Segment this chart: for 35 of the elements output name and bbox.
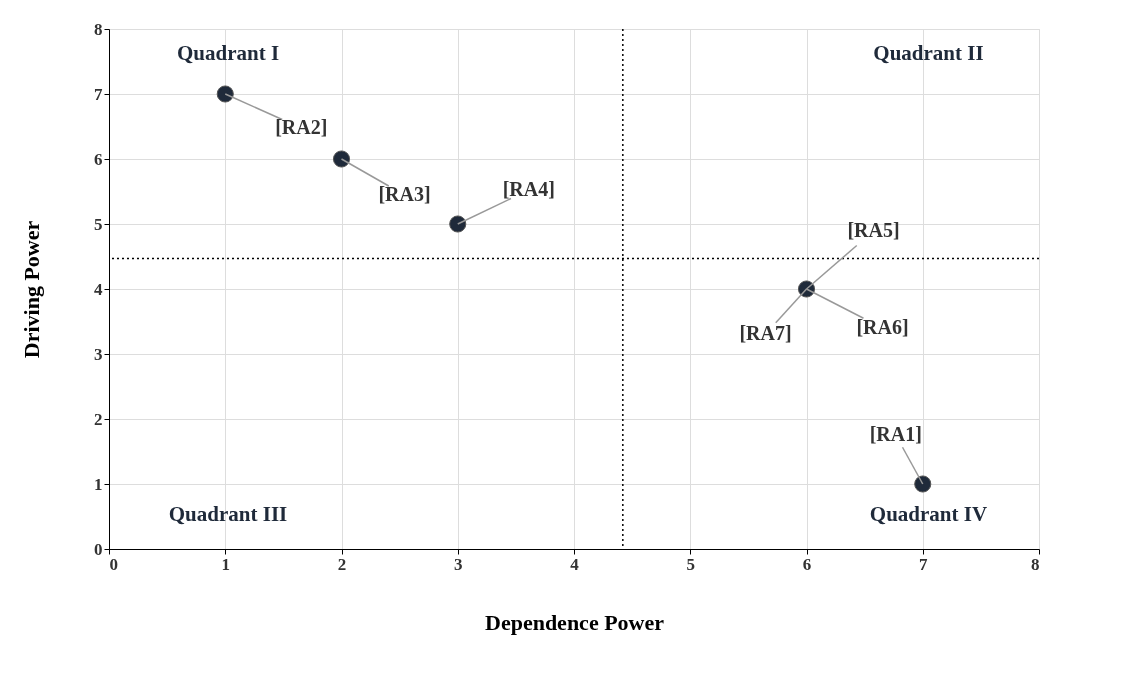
x-tick-label: 2 xyxy=(337,554,347,574)
annotation: [RA4] xyxy=(502,178,555,200)
y-tick-label: 0 xyxy=(94,539,103,559)
y-axis-title: Driving Power xyxy=(19,220,44,359)
annotation: Quadrant IV xyxy=(869,502,988,526)
annotation: [RA2] xyxy=(275,116,328,138)
y-tick-label: 8 xyxy=(94,19,103,39)
x-tick-label: 3 xyxy=(454,554,463,574)
annotation: [RA1] xyxy=(869,423,922,445)
annotation: Quadrant I xyxy=(176,41,280,65)
annotation: Quadrant III xyxy=(168,502,288,526)
x-tick-label: 0 xyxy=(109,554,118,574)
y-tick-label: 7 xyxy=(94,84,103,104)
point xyxy=(449,215,467,233)
annotation: [RA3] xyxy=(378,183,431,205)
annotation: Quadrant II xyxy=(873,41,984,65)
x-axis-title: Dependence Power xyxy=(484,609,665,635)
point xyxy=(216,85,234,103)
y-tick-label: 2 xyxy=(94,409,103,429)
x-tick-label: 4 xyxy=(570,554,580,574)
annotation: [RA6] xyxy=(856,316,909,338)
point xyxy=(332,150,351,168)
annotation: [RA5] xyxy=(847,219,900,241)
x-tick-label: 7 xyxy=(919,554,928,574)
x-tick-label: 8 xyxy=(1031,554,1040,574)
x-tick-label: 5 xyxy=(686,554,695,574)
y-tick-label: 1 xyxy=(94,474,103,494)
x-tick-label: 1 xyxy=(221,554,230,574)
annotation: [RA7] xyxy=(739,322,792,344)
y-tick-label: 6 xyxy=(94,149,103,169)
point xyxy=(914,475,932,493)
y-tick-label: 4 xyxy=(94,279,103,299)
y-tick-label: 5 xyxy=(94,214,103,234)
y-tick-label: 3 xyxy=(94,344,103,364)
x-tick-label: 6 xyxy=(802,554,812,574)
